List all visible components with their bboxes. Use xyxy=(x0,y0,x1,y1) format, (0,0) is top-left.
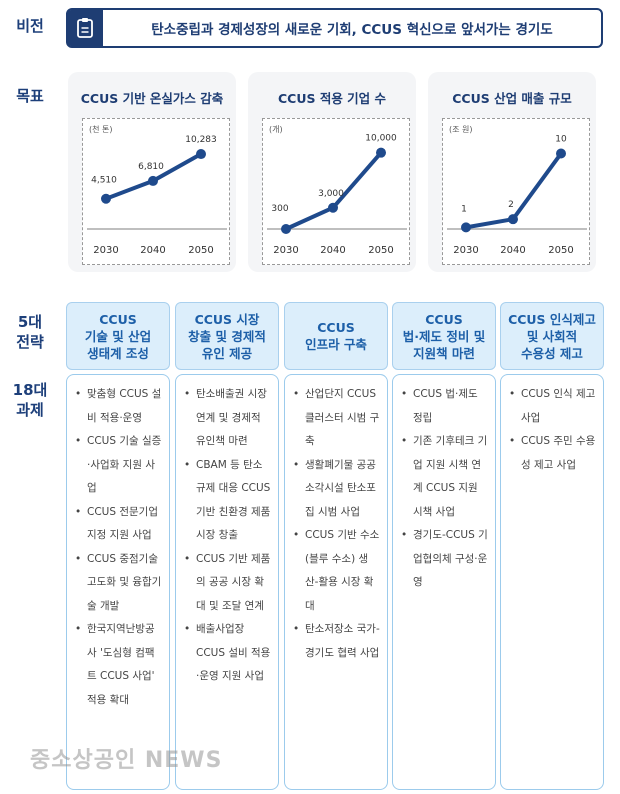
task-item: 산업단지 CCUS 클러스터 시범 구축 xyxy=(293,383,381,454)
x-tick-label: 2050 xyxy=(188,245,213,256)
data-label: 300 xyxy=(271,204,288,214)
task-list: 탄소배출권 시장 연계 및 경제적 유인책 마련CBAM 등 탄소규제 대응 C… xyxy=(175,374,279,790)
data-point xyxy=(328,202,338,213)
data-label: 4,510 xyxy=(91,176,117,186)
strategy-header: CCUS 기술 및 산업 생태계 조성 xyxy=(66,302,170,370)
clipboard-icon xyxy=(67,10,103,46)
task-item: 탄소배출권 시장 연계 및 경제적 유인책 마련 xyxy=(184,383,272,454)
task-item: 한국지역난방공사 '도심형 컴팩트 CCUS 사업' 적용 확대 xyxy=(75,618,163,712)
x-tick-label: 2030 xyxy=(273,245,298,256)
chart-title: CCUS 기반 온실가스 감축 xyxy=(80,91,224,106)
x-tick-label: 2040 xyxy=(500,245,525,256)
x-tick-label: 2040 xyxy=(140,245,165,256)
vision-label: 비전 xyxy=(16,17,44,35)
strategy-header: CCUS 시장 창출 및 경제적 유인 제공 xyxy=(175,302,279,370)
task-item: 탄소저장소 국가-경기도 협력 사업 xyxy=(293,618,381,665)
goal-chart-panel: CCUS 적용 기업 수 (개) 300 2030 3,000 2040 10,000 20… xyxy=(248,72,416,272)
x-tick-label: 2030 xyxy=(93,245,118,256)
task-item: CCUS 중점기술 고도화 및 융합기술 개발 xyxy=(75,548,163,619)
x-tick-label: 2030 xyxy=(453,245,478,256)
goal-chart-panel: CCUS 기반 온실가스 감축 (천 톤) 4,510 2030 6,810 2040 1… xyxy=(68,72,236,272)
x-tick-label: 2050 xyxy=(548,245,573,256)
data-point xyxy=(281,224,291,234)
strategy-header: CCUS 법·제도 정비 및 지원책 마련 xyxy=(392,302,496,370)
tasks-label: 18대 과제 xyxy=(12,381,48,419)
data-label: 1 xyxy=(461,204,467,214)
task-item: CBAM 등 탄소규제 대응 CCUS 기반 친환경 제품 시장 창출 xyxy=(184,454,272,548)
task-list: 산업단지 CCUS 클러스터 시범 구축생활폐기물 공공소각시설 탄소포집 시범… xyxy=(284,374,388,790)
strategy-label: 5대 전략 xyxy=(16,313,44,351)
chart-title: CCUS 산업 매출 규모 xyxy=(452,91,572,106)
data-point xyxy=(196,149,206,160)
x-tick-label: 2040 xyxy=(320,245,345,256)
task-item: 배출사업장 CCUS 설비 적용·운영 지원 사업 xyxy=(184,618,272,689)
data-point xyxy=(556,148,566,159)
chart-unit: (개) xyxy=(269,125,283,134)
data-label: 6,810 xyxy=(138,162,164,172)
data-label: 10,283 xyxy=(185,135,217,145)
line-chart: 4,510 2030 6,810 2040 10,283 2050 xyxy=(87,135,227,256)
task-item: CCUS 기반 제품의 공공 시장 확대 및 조달 연계 xyxy=(184,548,272,619)
data-point xyxy=(148,175,158,186)
data-point xyxy=(508,214,518,225)
line-chart: 300 2030 3,000 2040 10,000 2050 xyxy=(267,134,407,256)
data-point xyxy=(101,193,111,204)
chart-unit: (천 톤) xyxy=(89,125,113,134)
chart-area: (천 톤) 4,510 2030 6,810 2040 10,283 2050 xyxy=(82,118,230,265)
data-label: 3,000 xyxy=(318,189,344,199)
task-item: 생활폐기물 공공소각시설 탄소포집 시범 사업 xyxy=(293,454,381,525)
task-item: CCUS 기술 실증·사업화 지원 사업 xyxy=(75,430,163,501)
goal-label: 목표 xyxy=(16,87,44,105)
goal-chart-panel: CCUS 산업 매출 규모 (조 원) 1 2030 2 2040 10 2050 xyxy=(428,72,596,272)
strategy-header: CCUS 인식제고 및 사회적 수용성 제고 xyxy=(500,302,604,370)
line-chart: 1 2030 2 2040 10 2050 xyxy=(447,135,587,256)
task-item: 기존 기후테크 기업 지원 시책 연계 CCUS 지원 시책 사업 xyxy=(401,430,489,524)
watermark: 중소상공인 NEWS xyxy=(30,748,223,773)
chart-unit: (조 원) xyxy=(449,125,473,134)
task-list: CCUS 법·제도 정립기존 기후테크 기업 지원 시책 연계 CCUS 지원 … xyxy=(392,374,496,790)
data-label: 2 xyxy=(508,200,514,210)
vision-text: 탄소중립과 경제성장의 새로운 기회, CCUS 혁신으로 앞서가는 경기도 xyxy=(151,22,553,38)
task-item: CCUS 주민 수용성 제고 사업 xyxy=(509,430,597,477)
task-item: 맞춤형 CCUS 설비 적용·운영 xyxy=(75,383,163,430)
data-label: 10 xyxy=(555,135,567,145)
task-item: CCUS 법·제도 정립 xyxy=(401,383,489,430)
vision-banner: 탄소중립과 경제성장의 새로운 기회, CCUS 혁신으로 앞서가는 경기도 xyxy=(66,8,603,48)
chart-title: CCUS 적용 기업 수 xyxy=(277,91,387,106)
x-tick-label: 2050 xyxy=(368,245,393,256)
task-item: 경기도-CCUS 기업협의체 구성·운영 xyxy=(401,524,489,595)
task-item: CCUS 전문기업 지정 지원 사업 xyxy=(75,501,163,548)
data-point xyxy=(376,147,386,158)
task-item: CCUS 인식 제고 사업 xyxy=(509,383,597,430)
chart-area: (개) 300 2030 3,000 2040 10,000 2050 xyxy=(262,118,410,265)
data-point xyxy=(461,222,471,233)
chart-area: (조 원) 1 2030 2 2040 10 2050 xyxy=(442,118,590,265)
task-item: CCUS 기반 수소(블루 수소) 생산-활용 시장 확대 xyxy=(293,524,381,618)
data-label: 10,000 xyxy=(365,134,397,144)
strategy-header: CCUS 인프라 구축 xyxy=(284,302,388,370)
